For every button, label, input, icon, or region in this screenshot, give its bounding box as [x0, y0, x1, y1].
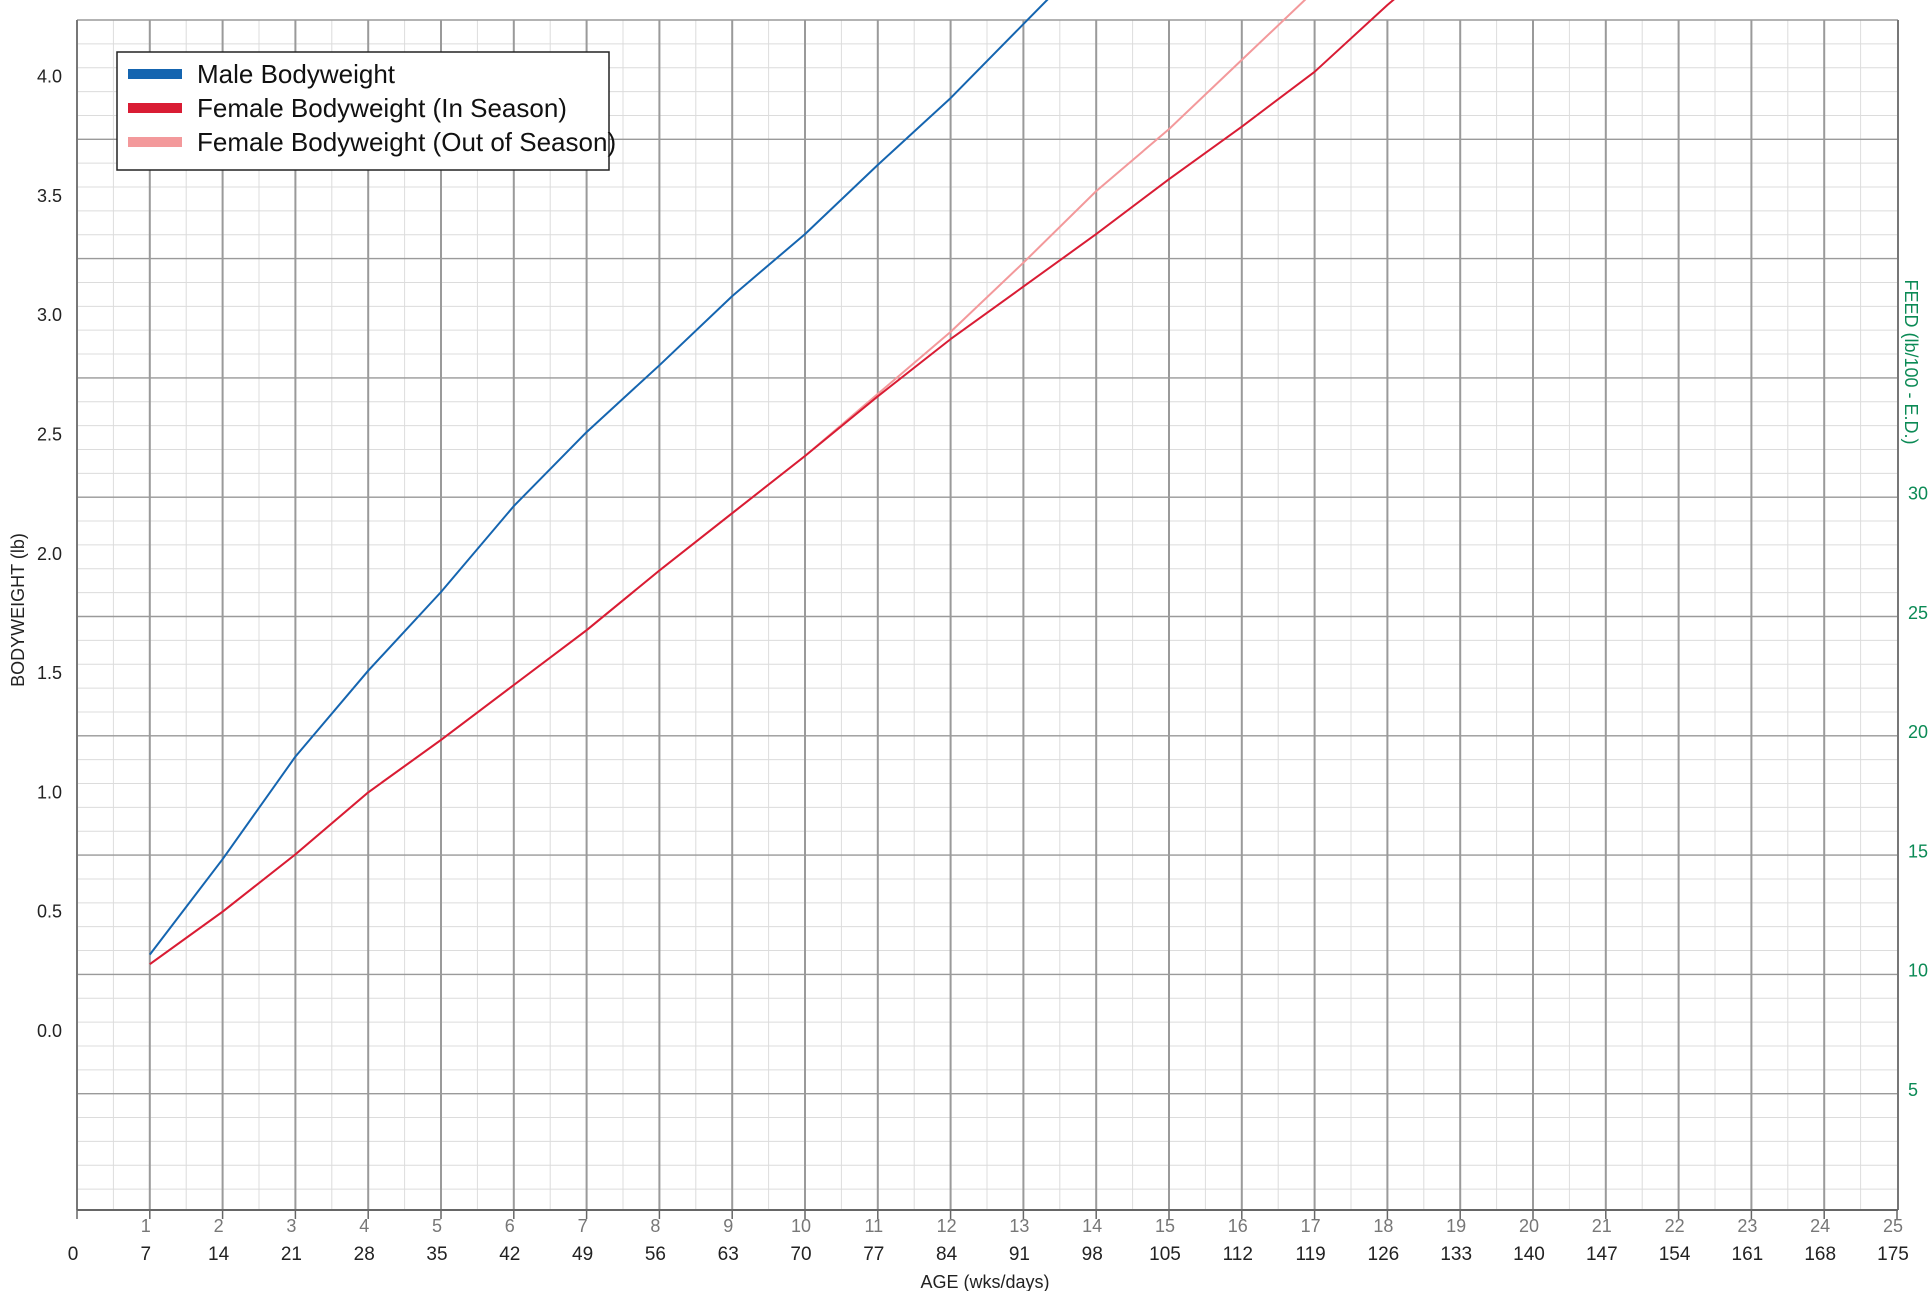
chart-axes [76, 20, 1899, 1219]
x-tick-day-label: 126 [1368, 1244, 1400, 1265]
x-tick-week-label: 16 [1228, 1216, 1248, 1236]
x-tick-day-label: 21 [281, 1244, 302, 1265]
x-tick-week-label: 18 [1373, 1216, 1393, 1236]
secondary-y-axis-title: FEED (lb/100 - E.D.) [1901, 279, 1921, 444]
x-tick-day-label: 84 [936, 1244, 958, 1265]
x-tick-day-label: 28 [354, 1244, 375, 1265]
y-tick-label: 0.5 [37, 902, 62, 922]
x-tick-week-label: 12 [937, 1216, 957, 1236]
x-axis-title: AGE (wks/days) [920, 1272, 1049, 1291]
x-tick-week-label: 3 [286, 1216, 296, 1236]
x-tick-day-label: 42 [499, 1244, 520, 1265]
legend-label: Male Bodyweight [197, 59, 396, 89]
x-tick-week-label: 11 [864, 1216, 883, 1236]
y-tick-label: 3.5 [37, 186, 62, 206]
secondary-y-tick-label: 5 [1908, 1080, 1918, 1100]
y-tick-label: 4.0 [37, 67, 62, 87]
legend-box [116, 51, 610, 171]
x-tick-day-label: 14 [208, 1244, 230, 1265]
secondary-y-tick-label: 10 [1908, 961, 1928, 981]
x-tick-day-label: 63 [718, 1244, 739, 1265]
legend-swatch [128, 69, 182, 79]
series-line [149, 0, 1395, 966]
x-tick-day-label: 7 [141, 1244, 152, 1265]
x-tick-day-label: 168 [1804, 1244, 1836, 1265]
x-tick-day-label: 154 [1659, 1244, 1691, 1265]
x-tick-day-label: 70 [790, 1244, 811, 1265]
legend-label: Female Bodyweight (In Season) [197, 93, 567, 123]
x-tick-week-label: 17 [1301, 1216, 1321, 1236]
x-tick-week-label: 22 [1665, 1216, 1685, 1236]
x-tick-week-label: 10 [791, 1216, 811, 1236]
x-tick-day-label: 35 [426, 1244, 447, 1265]
x-tick-week-label: 5 [432, 1216, 442, 1236]
x-tick-day-label: 161 [1732, 1244, 1764, 1265]
x-tick-day-label: 133 [1440, 1244, 1472, 1265]
secondary-y-tick-label: 20 [1908, 722, 1928, 742]
x-axis-tick-labels: 0 17214321428535642749856963107011771284… [68, 1216, 1909, 1265]
x-tick-week-label: 6 [505, 1216, 515, 1236]
y-tick-label: 2.5 [37, 425, 62, 445]
x-tick-week-label: 8 [650, 1216, 660, 1236]
secondary-y-axis-tick-labels: 5 10 15 20 25 30 [1908, 484, 1928, 1101]
y-tick-label: 1.5 [37, 663, 62, 683]
x-tick-day-label: 77 [863, 1244, 884, 1265]
data-series [149, 0, 1395, 966]
x-tick-day-label: 175 [1877, 1244, 1909, 1265]
x-tick-day-label: 98 [1082, 1244, 1103, 1265]
secondary-y-tick-label: 15 [1908, 841, 1928, 861]
x-tick-day-label: 147 [1586, 1244, 1618, 1265]
minor-gridlines [77, 19, 1898, 1210]
y-axis-title: BODYWEIGHT (lb) [8, 533, 28, 687]
x-tick-week-label: 7 [578, 1216, 588, 1236]
x-tick-week-label: 20 [1519, 1216, 1539, 1236]
secondary-y-tick-label: 30 [1908, 484, 1928, 504]
x-tick-week-label: 13 [1009, 1216, 1029, 1236]
y-tick-label: 0.0 [37, 1021, 62, 1041]
x-tick-day-label: 49 [572, 1244, 593, 1265]
y-tick-label: 3.0 [37, 305, 62, 325]
x-tick-week-label: 4 [359, 1216, 369, 1236]
x-tick-day-label: 91 [1009, 1244, 1030, 1265]
secondary-y-tick-label: 25 [1908, 603, 1928, 623]
x-tick-week-label: 25 [1883, 1216, 1903, 1236]
legend-swatch [128, 137, 182, 147]
y-tick-label: 1.0 [37, 782, 62, 802]
x-tick-week-label: 1 [141, 1216, 151, 1236]
x-tick-day-label: 140 [1513, 1244, 1545, 1265]
x-tick-day-label: 56 [645, 1244, 666, 1265]
x-tick-week-label: 21 [1592, 1216, 1612, 1236]
x-origin-label: 0 [68, 1244, 79, 1265]
series-line [149, 0, 1049, 956]
x-tick-week-label: 14 [1082, 1216, 1102, 1236]
y-tick-label: 2.0 [37, 544, 62, 564]
x-tick-week-label: 15 [1155, 1216, 1175, 1236]
x-tick-day-label: 105 [1149, 1244, 1181, 1265]
x-tick-week-label: 19 [1446, 1216, 1466, 1236]
x-tick-week-label: 24 [1810, 1216, 1830, 1236]
x-tick-week-label: 23 [1737, 1216, 1757, 1236]
y-axis-tick-labels: 0.00.51.01.52.02.53.03.54.04.55.05.56.06… [37, 67, 62, 1041]
x-tick-week-label: 9 [723, 1216, 733, 1236]
x-tick-week-label: 2 [214, 1216, 224, 1236]
x-tick-day-label: 119 [1295, 1244, 1325, 1265]
legend-label: Female Bodyweight (Out of Season) [197, 127, 616, 157]
legend-swatch [128, 103, 182, 113]
major-gridlines [77, 19, 1898, 1210]
x-tick-day-label: 112 [1223, 1244, 1253, 1265]
legend: Male Bodyweight Female Bodyweight (In Sea… [116, 51, 616, 171]
